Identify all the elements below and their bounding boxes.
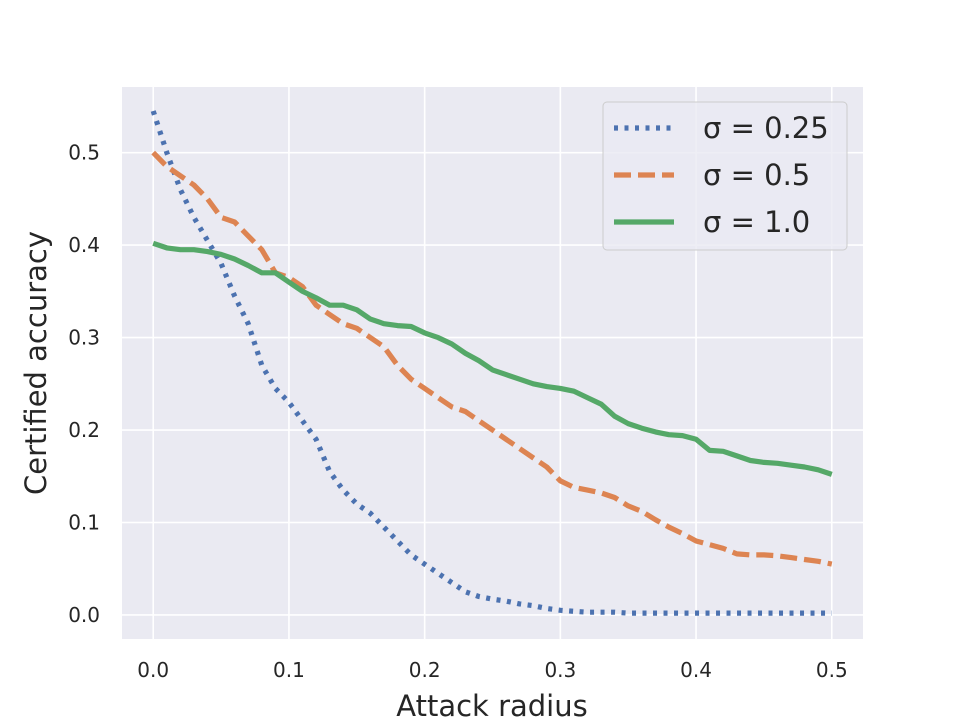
y-tick-label: 0.1 bbox=[68, 510, 100, 534]
x-tick-label: 0.5 bbox=[816, 658, 848, 682]
series-line bbox=[151, 150, 833, 567]
legend: σ = 0.25 σ = 0.5 σ = 1.0 bbox=[602, 101, 848, 251]
x-tick-label: 0.4 bbox=[680, 658, 712, 682]
x-tick-label: 0.1 bbox=[273, 658, 305, 682]
legend-label: σ = 0.5 bbox=[703, 158, 810, 192]
y-axis-label: Certified accuracy bbox=[19, 231, 53, 495]
series-line bbox=[150, 110, 832, 616]
y-tick-labels: 0.0 0.1 0.2 0.3 0.4 0.5 bbox=[68, 141, 100, 627]
x-tick-label: 0.2 bbox=[409, 658, 441, 682]
series-line bbox=[152, 240, 833, 477]
y-tick-label: 0.5 bbox=[68, 141, 100, 165]
y-tick-label: 0.2 bbox=[68, 418, 100, 442]
x-tick-label: 0.0 bbox=[137, 658, 169, 682]
y-tick-label: 0.0 bbox=[68, 603, 100, 627]
x-tick-label: 0.3 bbox=[544, 658, 576, 682]
x-axis-label: Attack radius bbox=[396, 689, 587, 720]
legend-label: σ = 1.0 bbox=[703, 205, 810, 239]
x-tick-labels: 0.0 0.1 0.2 0.3 0.4 0.5 bbox=[137, 658, 847, 682]
y-tick-label: 0.4 bbox=[68, 233, 100, 257]
series-lines bbox=[150, 110, 833, 616]
legend-box bbox=[602, 101, 848, 251]
legend-label: σ = 0.25 bbox=[703, 111, 829, 145]
y-tick-label: 0.3 bbox=[68, 326, 100, 350]
